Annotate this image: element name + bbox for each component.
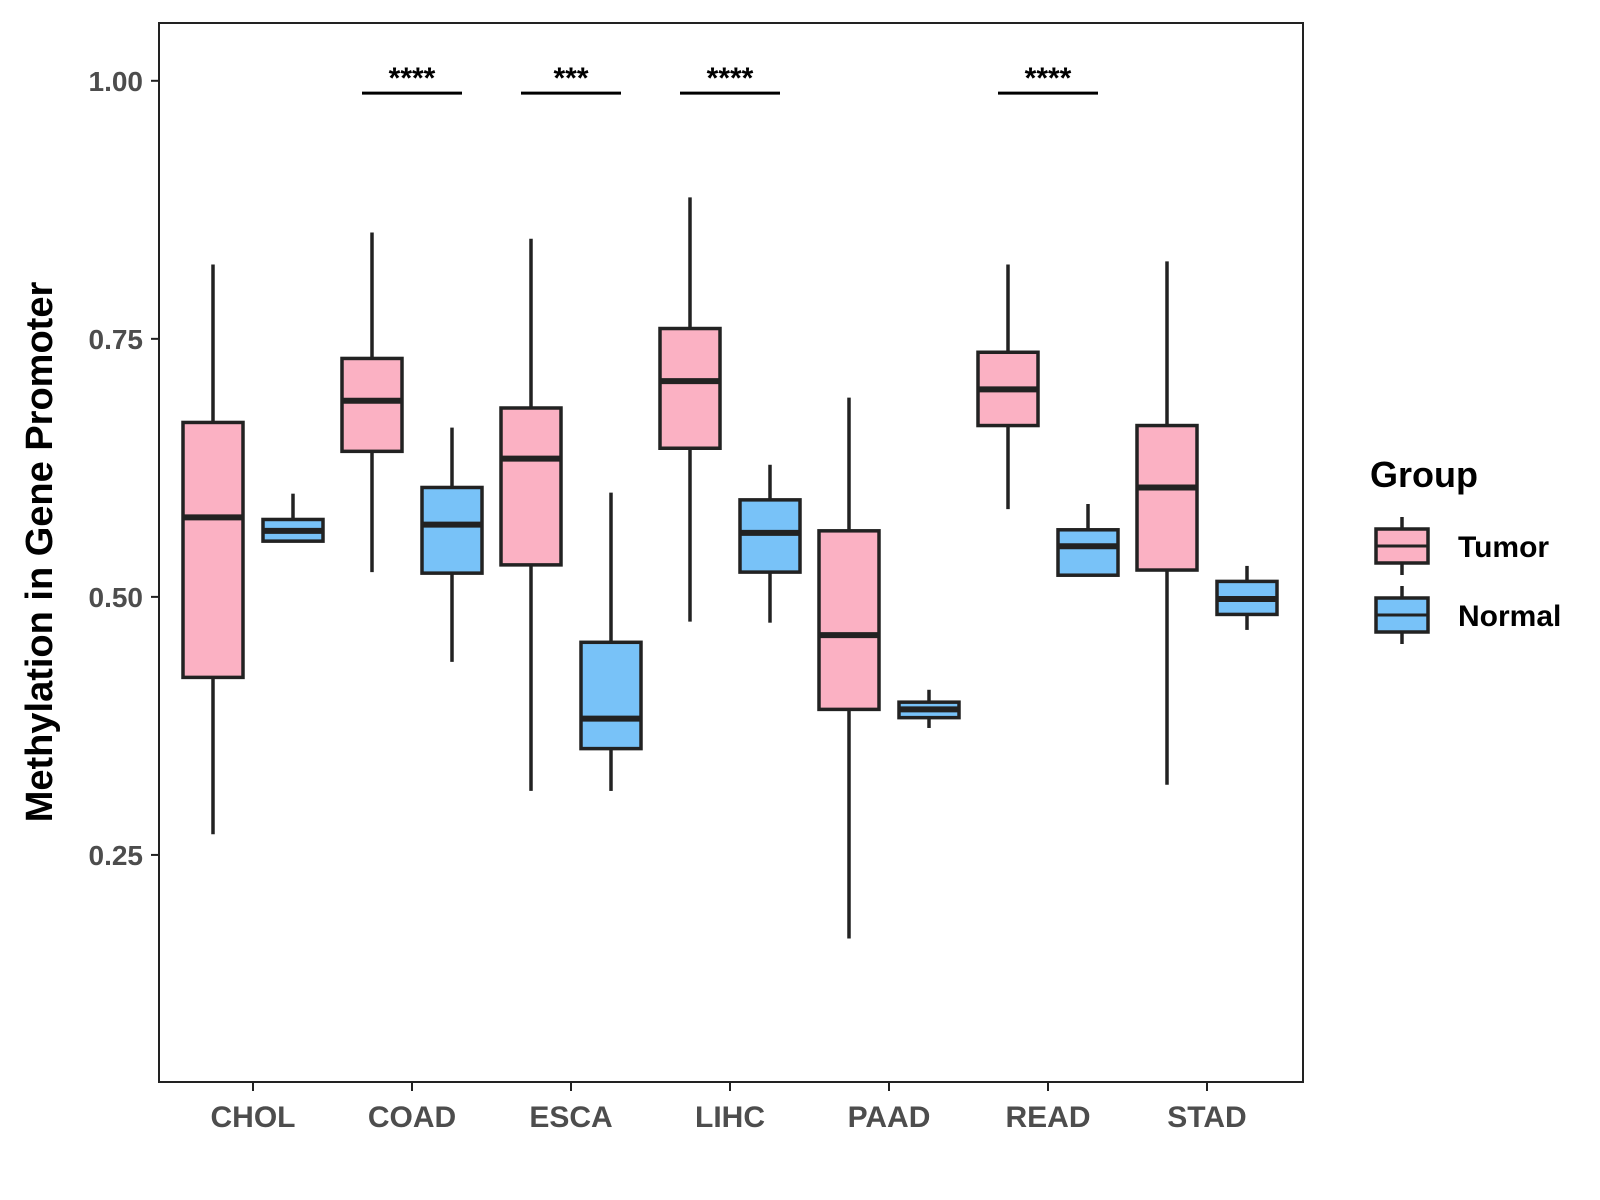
- plot-area: **** *** **** ****: [181, 62, 1279, 939]
- box-tumor-stad: [1135, 261, 1199, 785]
- box-tumor-coad: [340, 232, 404, 573]
- box-iqr: [658, 326, 722, 451]
- box-iqr: [340, 356, 404, 454]
- box-normal-chol: [261, 493, 325, 543]
- box-iqr: [181, 420, 245, 680]
- legend-title: Group: [1370, 454, 1478, 495]
- significance-label: ****: [707, 62, 754, 95]
- significance-label: ****: [1025, 62, 1072, 95]
- box-normal-read: [1056, 503, 1120, 577]
- box-iqr: [579, 640, 643, 751]
- box-iqr: [738, 498, 802, 574]
- y-tick-label: 0.75: [89, 324, 144, 355]
- significance-coad: ****: [362, 62, 462, 95]
- box-tumor-paad: [817, 397, 881, 939]
- box-normal-esca: [579, 492, 643, 791]
- y-tick-label: 1.00: [89, 66, 144, 97]
- axes: 0.25 0.50 0.75 1.00 CHOL COAD ESCA LIHC PAAD READ…: [89, 66, 1247, 1134]
- box-iqr: [420, 485, 484, 575]
- x-tick-label: COAD: [368, 1101, 456, 1134]
- significance-read: ****: [998, 62, 1098, 95]
- x-tick-label: READ: [1005, 1101, 1090, 1134]
- legend-item-normal: Normal: [1374, 586, 1561, 644]
- legend-label: Normal: [1458, 600, 1561, 633]
- box-iqr: [1135, 423, 1199, 572]
- box-normal-lihc: [738, 464, 802, 623]
- box-iqr: [1056, 528, 1120, 577]
- legend-item-tumor: Tumor: [1374, 517, 1549, 575]
- legend: Group Tumor Normal: [1370, 454, 1561, 644]
- x-tick-label: STAD: [1167, 1101, 1246, 1134]
- significance-lihc: ****: [680, 62, 780, 95]
- box-iqr: [817, 529, 881, 712]
- box-tumor-esca: [499, 238, 563, 791]
- significance-esca: ***: [521, 62, 621, 95]
- x-tick-label: LIHC: [695, 1101, 765, 1134]
- y-tick-label: 0.50: [89, 582, 144, 613]
- box-normal-paad: [897, 689, 961, 728]
- box-tumor-chol: [181, 264, 245, 835]
- box-iqr: [499, 406, 563, 567]
- significance-label: ****: [389, 62, 436, 95]
- box-tumor-lihc: [658, 197, 722, 622]
- y-tick-label: 0.25: [89, 840, 144, 871]
- x-tick-label: ESCA: [529, 1101, 612, 1134]
- y-axis-title: Methylation in Gene Promoter: [19, 282, 61, 823]
- box-normal-coad: [420, 427, 484, 662]
- legend-label: Tumor: [1458, 531, 1549, 564]
- x-tick-label: CHOL: [211, 1101, 296, 1134]
- box-normal-stad: [1215, 565, 1279, 630]
- significance-label: ***: [553, 62, 588, 95]
- x-tick-label: PAAD: [848, 1101, 931, 1134]
- box-tumor-read: [976, 264, 1040, 510]
